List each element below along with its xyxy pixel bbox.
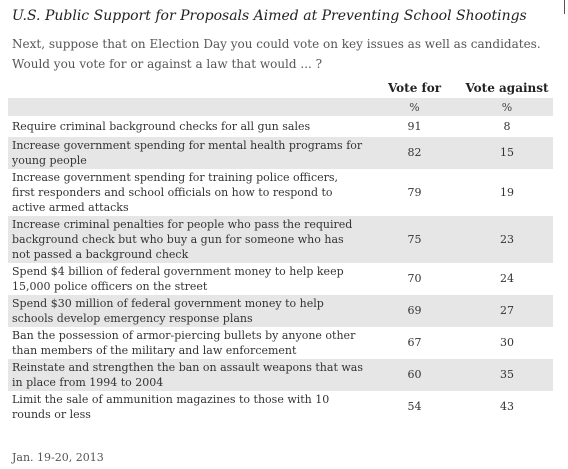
table-row: Spend $30 million of federal government … [8,294,553,327]
table-body: % % Require criminal background checks f… [8,98,553,423]
frame-rule [564,0,565,14]
header-vote-against: Vote against [465,81,549,95]
chart-title: U.S. Public Support for Proposals Aimed … [12,8,527,24]
table-row: Require criminal background checks for a… [8,116,553,137]
vote-for-value: 69 [407,304,422,317]
table-row: Ban the possession of armor-piercing bul… [8,326,553,359]
unit-vote-for: % [409,100,420,114]
table-row: Increase government spending for mental … [8,136,553,169]
table-row: Spend $4 billion of federal government m… [8,262,553,295]
vote-against-value: 35 [500,368,514,381]
table-row: Limit the sale of ammunition magazines t… [8,390,553,423]
table-row: Reinstate and strengthen the ban on assa… [8,358,553,391]
header-row: Vote for Vote against [8,78,553,98]
table-row: Increase government spending for trainin… [8,168,553,216]
vote-for-value: 75 [407,232,422,246]
vote-for-value: 67 [407,336,422,349]
unit-vote-against: % [501,100,513,114]
table-row: Increase criminal penalties for people w… [8,215,553,263]
vote-against-value: 24 [500,272,514,285]
vote-against-value: 43 [500,400,514,413]
proposal-label: Require criminal background checks for a… [12,120,311,134]
vote-against-value: 23 [500,232,514,246]
vote-against-value: 27 [500,304,514,317]
header-blank [8,78,368,98]
vote-against-value: 19 [500,185,514,199]
results-table: Vote for Vote against % % Require crimin… [8,78,553,423]
question-text: Next, suppose that on Election Day you c… [12,37,541,71]
vote-for-value: 91 [407,120,422,134]
vote-for-value: 82 [407,146,422,159]
footnote-date: Jan. 19-20, 2013 [12,451,104,464]
proposal-label: Increase government spending for mental … [12,138,363,167]
vote-for-value: 60 [407,368,422,381]
vote-for-value: 70 [407,272,422,285]
vote-against-value: 30 [500,336,514,349]
unit-row: % % [8,98,553,117]
proposal-label: Reinstate and strengthen the ban on assa… [12,360,363,389]
vote-against-value: 8 [503,120,511,134]
vote-for-value: 54 [407,400,422,413]
proposal-label: Limit the sale of ammunition magazines t… [12,392,330,421]
vote-against-value: 15 [500,146,514,159]
proposal-label: Spend $30 million of federal government … [12,296,324,325]
unit-blank [8,98,368,117]
proposal-label: Ban the possession of armor-piercing bul… [12,328,356,357]
vote-for-value: 79 [407,185,422,199]
proposal-label: Spend $4 billion of federal government m… [12,264,344,293]
proposal-label: Increase criminal penalties for people w… [12,217,353,261]
proposal-label: Increase government spending for trainin… [12,170,339,214]
header-vote-for: Vote for [387,81,442,95]
